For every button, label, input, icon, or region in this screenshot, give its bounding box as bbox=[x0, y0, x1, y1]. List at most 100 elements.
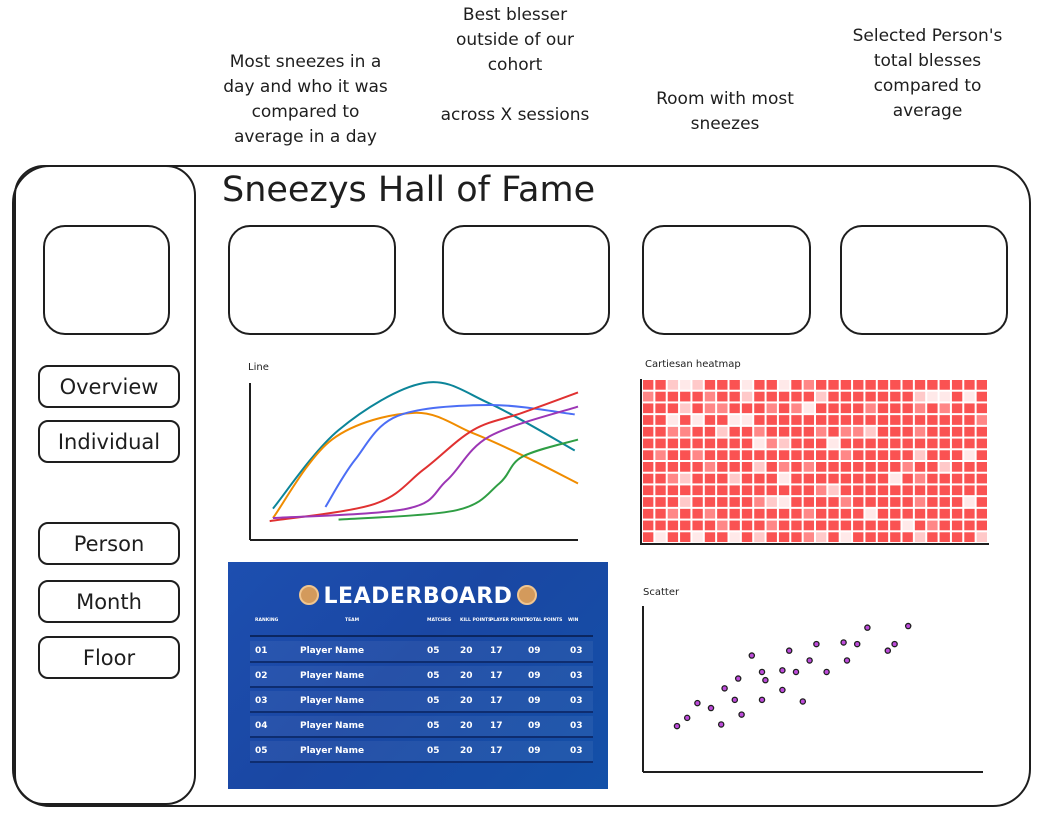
heatmap-cell bbox=[729, 438, 740, 449]
heatmap-cell bbox=[729, 380, 740, 390]
heatmap-cell bbox=[766, 426, 777, 437]
heatmap-cell bbox=[939, 438, 950, 449]
heatmap-cell bbox=[865, 426, 876, 437]
heatmap-cell bbox=[754, 508, 765, 519]
heatmap-cell bbox=[680, 438, 691, 449]
heatmap-cell bbox=[877, 403, 889, 414]
heatmap-cell bbox=[964, 497, 975, 507]
heatmap-cell bbox=[803, 450, 814, 460]
heatmap-cell bbox=[939, 415, 950, 425]
leaderboard-cell: 03 bbox=[570, 746, 583, 756]
leaderboard-cell: 03 bbox=[570, 721, 583, 731]
heatmap-cell bbox=[692, 462, 703, 472]
heatmap-cell bbox=[766, 438, 777, 449]
heatmap-cell bbox=[877, 520, 889, 531]
heatmap-cell bbox=[778, 415, 790, 425]
heatmap-cell bbox=[840, 391, 852, 402]
heatmap-cell bbox=[976, 520, 987, 531]
filter-floor-button[interactable]: Floor bbox=[38, 636, 180, 679]
leaderboard-cell: 09 bbox=[528, 696, 541, 706]
scatter-point bbox=[762, 676, 769, 684]
leaderboard-cell: 17 bbox=[490, 746, 503, 756]
heatmap-cell bbox=[778, 497, 790, 507]
heatmap-cell bbox=[643, 415, 654, 425]
heatmap-cell bbox=[902, 462, 913, 472]
heatmap-cell bbox=[840, 497, 852, 507]
heatmap-cell bbox=[667, 532, 679, 542]
heatmap-cell bbox=[692, 497, 703, 507]
heatmap-cell bbox=[741, 450, 753, 460]
heatmap-cell bbox=[717, 403, 728, 414]
heatmap-cell bbox=[704, 520, 716, 531]
heatmap-cell bbox=[766, 391, 777, 402]
heatmap-cell bbox=[766, 485, 777, 496]
heatmap-cell bbox=[778, 532, 790, 542]
heatmap-cell bbox=[704, 415, 716, 425]
heatmap-cell bbox=[902, 426, 913, 437]
heatmap-cell bbox=[754, 415, 765, 425]
heatmap-cell bbox=[865, 415, 876, 425]
heatmap-cell bbox=[754, 485, 765, 496]
heatmap-cell bbox=[729, 508, 740, 519]
heatmap-cell bbox=[643, 438, 654, 449]
heatmap-cell bbox=[964, 438, 975, 449]
heatmap-cell bbox=[951, 473, 963, 484]
heatmap-cell bbox=[704, 450, 716, 460]
heatmap-cell bbox=[766, 497, 777, 507]
heatmap-cell bbox=[890, 438, 901, 449]
annotation-best-blesser: Best blesser outside of our cohort acros… bbox=[440, 5, 590, 125]
heatmap-cell bbox=[828, 532, 839, 542]
heatmap-cell bbox=[927, 403, 938, 414]
leaderboard-cell: 05 bbox=[255, 746, 268, 756]
heatmap-cell bbox=[667, 415, 679, 425]
heatmap-cell bbox=[927, 497, 938, 507]
heatmap-cell bbox=[914, 391, 926, 402]
medal-icon bbox=[298, 585, 319, 605]
heatmap-cell bbox=[766, 508, 777, 519]
heatmap-cell bbox=[816, 497, 827, 507]
heatmap-cell bbox=[865, 403, 876, 414]
heatmap-cell bbox=[655, 520, 666, 531]
heatmap-cell bbox=[951, 403, 963, 414]
heatmap-cell bbox=[939, 473, 950, 484]
heatmap-cell bbox=[643, 426, 654, 437]
nav-overview-button[interactable]: Overview bbox=[38, 365, 180, 408]
heatmap-cell bbox=[778, 485, 790, 496]
heatmap-cell bbox=[976, 485, 987, 496]
heatmap-cell bbox=[816, 532, 827, 542]
heatmap-cell bbox=[741, 403, 753, 414]
leaderboard-row: 01 Player Name 05 20 17 09 03 bbox=[250, 641, 593, 663]
heatmap-cell bbox=[816, 473, 827, 484]
heatmap-cell bbox=[803, 438, 814, 449]
heatmap-cell bbox=[754, 438, 765, 449]
heatmap-cell bbox=[914, 520, 926, 531]
heatmap-cell bbox=[877, 532, 889, 542]
nav-individual-button[interactable]: Individual bbox=[38, 420, 180, 463]
heatmap-cell bbox=[914, 497, 926, 507]
col-total-points: TOTAL POINTS bbox=[526, 618, 563, 623]
line-series bbox=[272, 411, 579, 519]
heatmap-cell bbox=[927, 508, 938, 519]
heatmap-cell bbox=[791, 426, 802, 437]
heatmap-cell bbox=[902, 473, 913, 484]
heatmap-cell bbox=[655, 450, 666, 460]
line-series bbox=[338, 438, 579, 521]
filter-month-button[interactable]: Month bbox=[38, 580, 180, 623]
heatmap-chart bbox=[640, 379, 989, 545]
heatmap-cell bbox=[692, 450, 703, 460]
leaderboard-row: 02 Player Name 05 20 17 09 03 bbox=[250, 666, 593, 688]
heatmap-cell bbox=[729, 485, 740, 496]
heatmap-cell bbox=[927, 426, 938, 437]
heatmap-cell bbox=[803, 415, 814, 425]
heatmap-cell bbox=[853, 415, 864, 425]
heatmap-cell bbox=[877, 426, 889, 437]
scatter-point bbox=[840, 639, 847, 646]
heatmap-cell bbox=[791, 520, 802, 531]
heatmap-cell bbox=[791, 403, 802, 414]
heatmap-cell bbox=[643, 508, 654, 519]
filter-person-button[interactable]: Person bbox=[38, 522, 180, 565]
heatmap-cell bbox=[902, 485, 913, 496]
scatter-point bbox=[813, 640, 820, 648]
heatmap-cell bbox=[791, 485, 802, 496]
heatmap-cell bbox=[778, 391, 790, 402]
